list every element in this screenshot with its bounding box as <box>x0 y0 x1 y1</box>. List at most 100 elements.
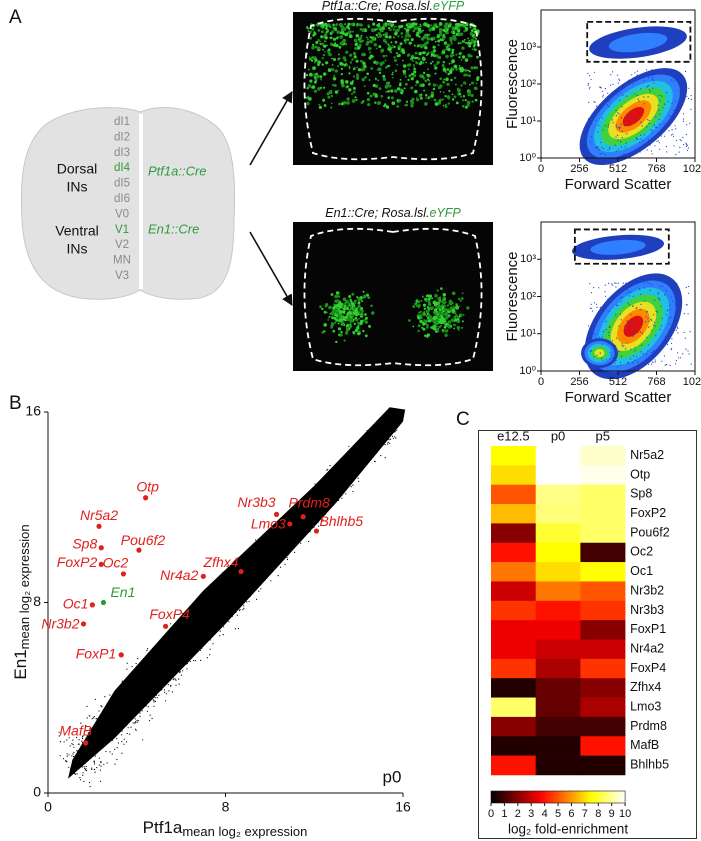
event <box>673 110 674 111</box>
fluorescent-cell <box>371 28 375 32</box>
fluorescent-cell <box>421 300 423 302</box>
background-gene <box>271 532 272 533</box>
fluorescent-cell <box>353 101 355 103</box>
fluorescent-cell <box>359 40 362 43</box>
fluorescent-cell <box>326 31 328 33</box>
background-gene <box>276 534 277 535</box>
background-gene <box>147 648 148 649</box>
background-gene <box>221 621 222 622</box>
background-gene <box>325 483 326 484</box>
fluorescent-cell <box>418 36 420 38</box>
event <box>678 106 679 107</box>
event <box>603 95 604 96</box>
fluorescent-cell <box>425 94 427 96</box>
fluorescent-cell <box>355 313 358 316</box>
event <box>636 356 637 357</box>
fluorescent-cell <box>457 326 460 329</box>
background-gene <box>384 429 385 430</box>
fluorescent-cell <box>353 75 355 77</box>
background-gene <box>86 706 87 707</box>
background-gene <box>259 561 260 562</box>
fluorescent-cell <box>349 67 351 69</box>
background-gene <box>312 511 313 512</box>
fluorescent-cell <box>332 45 334 47</box>
event <box>587 73 588 74</box>
caption-reporter: eYFP <box>433 0 465 13</box>
fluorescent-cell <box>450 54 454 58</box>
background-gene <box>280 539 281 540</box>
background-gene <box>189 630 190 631</box>
fluorescent-cell <box>360 60 363 63</box>
event <box>672 332 673 333</box>
background-gene <box>73 766 74 767</box>
background-gene <box>197 607 198 608</box>
background-gene <box>128 720 129 721</box>
background-gene <box>247 584 248 585</box>
gene-point <box>143 495 148 500</box>
background-gene <box>370 439 371 440</box>
background-gene <box>224 611 225 612</box>
background-gene <box>364 452 365 453</box>
background-gene <box>129 692 130 693</box>
gene-point <box>287 521 292 526</box>
fluorescent-cell <box>355 96 357 98</box>
fluorescent-cell <box>422 296 424 298</box>
background-gene <box>99 758 100 759</box>
background-gene <box>139 706 140 707</box>
event <box>596 304 597 305</box>
background-gene <box>119 704 120 705</box>
background-gene <box>376 444 377 445</box>
background-gene <box>89 715 90 716</box>
background-gene <box>158 659 159 660</box>
background-gene <box>112 740 113 741</box>
background-gene <box>198 624 199 625</box>
heat-cell <box>580 620 625 640</box>
background-gene <box>105 729 106 730</box>
fluorescent-cell <box>319 41 321 43</box>
fluorescent-cell <box>338 315 340 317</box>
background-gene <box>265 570 266 571</box>
heat-cell <box>491 698 536 718</box>
event <box>609 326 610 327</box>
background-gene <box>130 689 131 690</box>
background-gene <box>197 637 198 638</box>
background-gene <box>353 454 354 455</box>
background-gene <box>152 666 153 667</box>
fluorescent-cell <box>345 316 348 319</box>
event <box>627 342 628 343</box>
fluorescent-cell <box>327 92 330 95</box>
background-gene <box>77 753 78 754</box>
event <box>688 286 689 287</box>
event <box>591 123 592 124</box>
background-gene <box>222 603 223 604</box>
fluorescent-cell <box>473 45 475 47</box>
background-gene <box>259 580 260 581</box>
background-gene <box>301 525 302 526</box>
micrograph <box>293 12 493 165</box>
background-gene <box>117 747 118 748</box>
fluorescent-cell <box>422 313 424 315</box>
background-gene <box>77 758 78 759</box>
fluorescent-cell <box>441 307 443 309</box>
background-gene <box>122 730 123 731</box>
background-gene <box>165 652 166 653</box>
background-gene <box>235 594 236 595</box>
fluorescent-cell <box>398 25 401 28</box>
background-gene <box>187 634 188 635</box>
fluorescent-cell <box>423 324 425 326</box>
background-gene <box>113 727 114 728</box>
background-gene <box>300 519 301 520</box>
fluorescent-cell <box>462 320 464 322</box>
fluorescent-cell <box>442 311 444 313</box>
background-gene <box>217 614 218 615</box>
fluorescent-cell <box>339 23 342 26</box>
event <box>659 119 660 120</box>
fluorescent-cell <box>443 61 445 63</box>
fluorescent-cell <box>471 29 474 32</box>
event <box>630 349 631 350</box>
event <box>632 153 633 154</box>
event <box>685 71 686 72</box>
event <box>620 297 621 298</box>
x-axis-title-sub: mean log₂ expression <box>182 824 307 839</box>
fluorescent-cell <box>418 330 420 332</box>
